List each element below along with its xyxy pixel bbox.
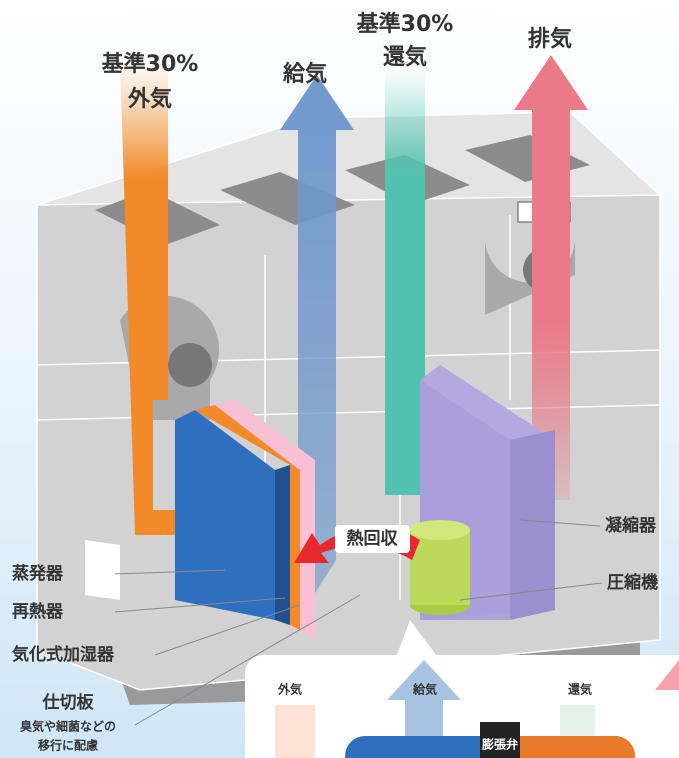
evaporator-label: 蒸発器 <box>12 563 64 584</box>
heat-recovery-box <box>335 525 410 553</box>
inset-valve-label: 膨張弁 <box>482 737 518 752</box>
humidifier-label: 気化式加湿器 <box>11 644 115 665</box>
exhaust-air-flow <box>514 55 588 500</box>
outside-air-label: 基準30% <box>102 51 199 77</box>
compressor-top <box>410 520 470 540</box>
evaporator <box>175 410 275 620</box>
evaporator-edge <box>275 465 290 625</box>
inset-supply-arrow <box>387 660 461 758</box>
reheater-label: 再熱器 <box>12 601 64 622</box>
condenser-right <box>510 430 555 620</box>
compressor-label: 圧縮機 <box>607 572 658 593</box>
partition-note: 臭気や細菌などの <box>20 719 116 734</box>
return-air-label: 還気 <box>383 44 427 70</box>
inset-pointer <box>395 620 440 660</box>
inset-outside-air-flow <box>275 705 315 758</box>
partition-note: 移行に配慮 <box>38 738 98 753</box>
inset-refrigerant-hot <box>500 736 635 758</box>
exhaust-air-label: 排気 <box>528 26 572 52</box>
partition-title: 仕切板 <box>42 692 95 713</box>
fan-left-hub <box>168 343 212 387</box>
partition <box>85 540 120 600</box>
inset-outside-air-label: 外気 <box>277 682 302 697</box>
inset-exhaust-arrow <box>655 660 679 690</box>
heat-recovery-label: 熱回収 <box>347 528 399 549</box>
inset-valve <box>480 722 520 758</box>
return-air-label: 基準30% <box>357 11 454 37</box>
compressor <box>410 530 470 605</box>
humidifier <box>215 400 315 640</box>
leader-lines <box>114 519 603 726</box>
return-air-flow <box>385 70 465 495</box>
inset-return-air-label: 還気 <box>568 682 592 697</box>
outside-air-label: 外気 <box>127 86 172 112</box>
outside-air-flow <box>120 60 193 535</box>
fan-right <box>485 235 576 315</box>
supply-air-label: 給気 <box>282 61 327 87</box>
condenser-label: 凝縮器 <box>605 515 657 536</box>
inset-supply-air-label: 給気 <box>412 682 437 697</box>
